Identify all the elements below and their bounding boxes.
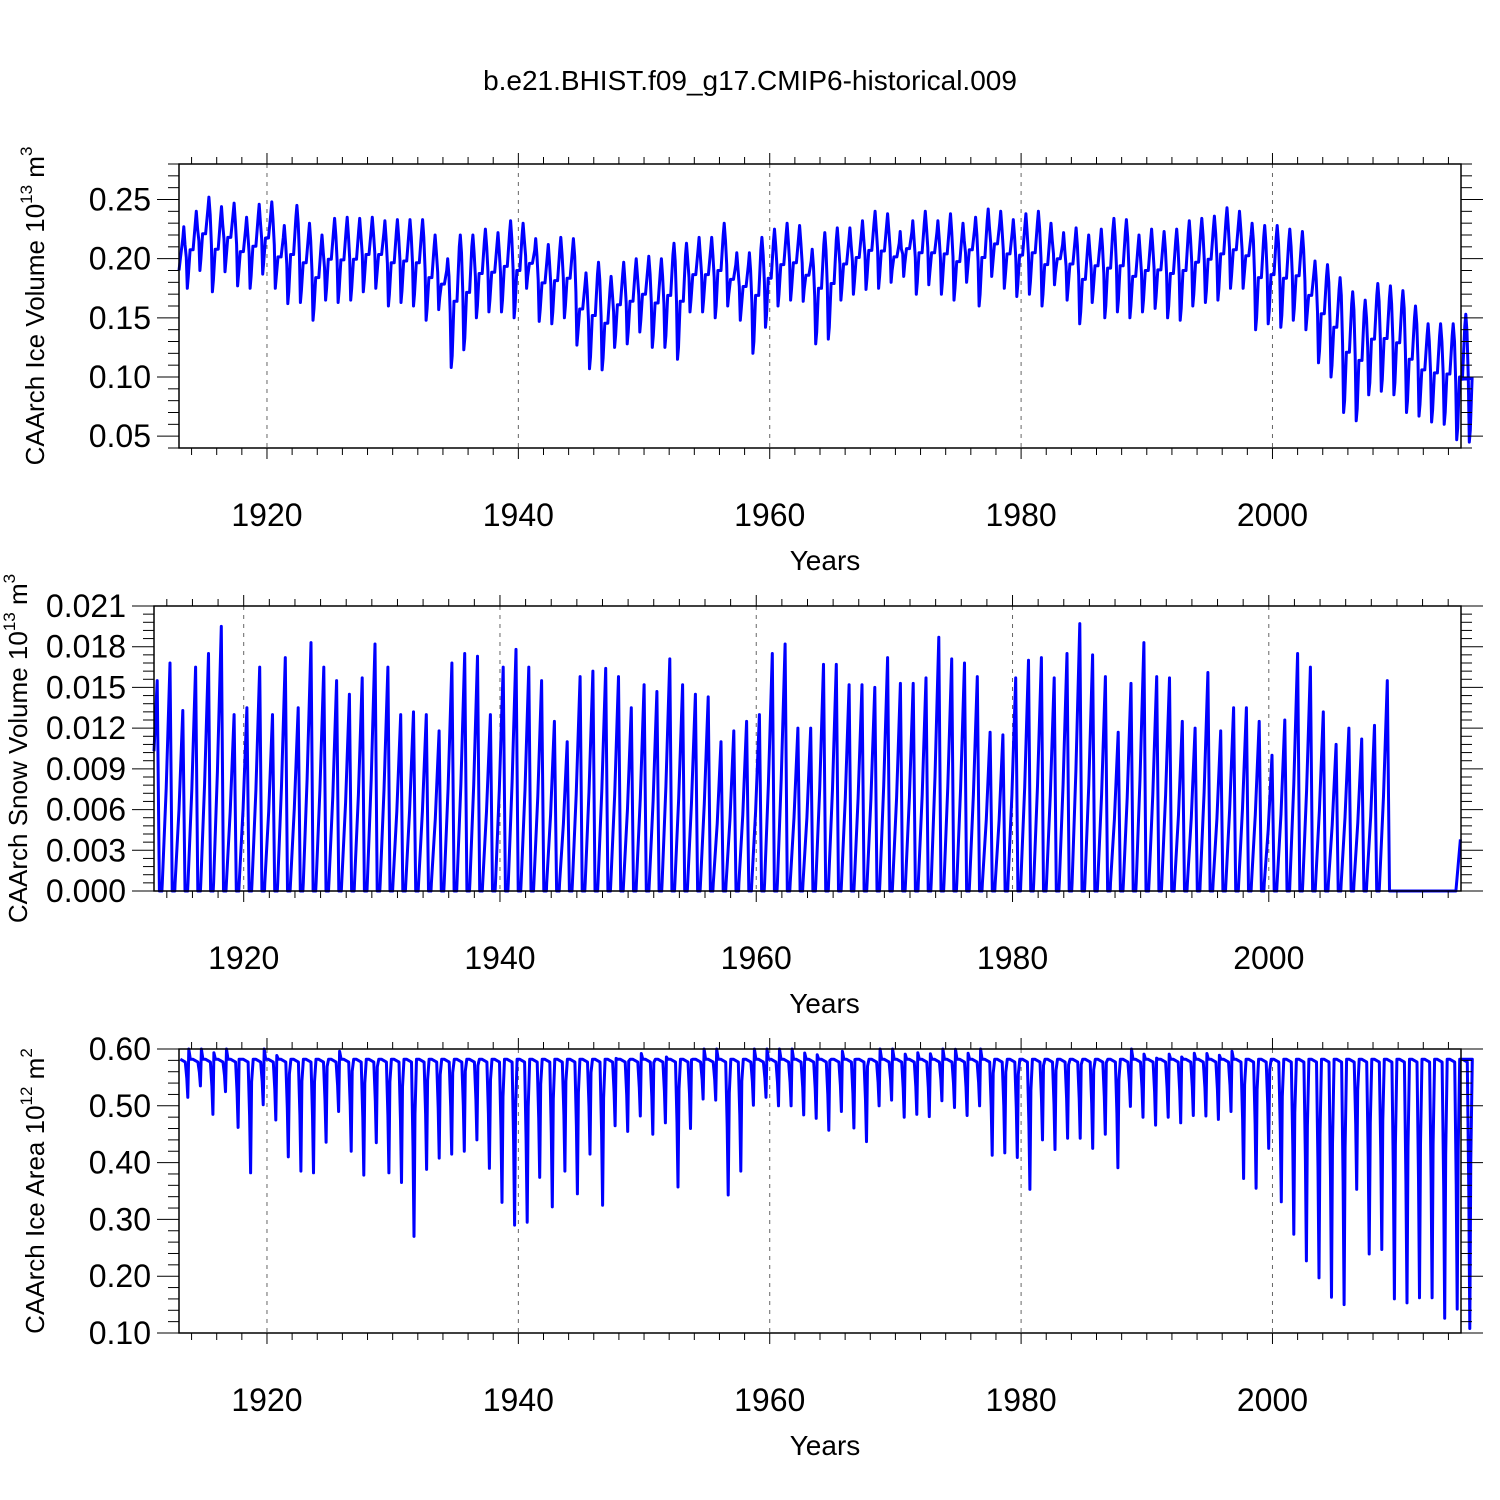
y-axis-label-part: CAArch Snow Volume 10 [3,631,33,923]
y-axis-label-part: 13 [0,612,19,631]
y-tick-label: 0.30 [89,1201,151,1237]
x-tick-label: 1960 [734,497,805,533]
x-tick-label: 1940 [483,1382,554,1418]
y-axis-label-part: 2 [17,1048,36,1057]
x-tick-label: 1980 [986,497,1057,533]
y-tick-label: 0.05 [89,418,151,454]
x-tick-label: 1980 [977,940,1048,976]
y-axis-label-part: m [3,583,33,612]
ice-area-panel: 1920 1940 1960 1980 2000 0.10 0.20 0.30 0.40 0.50… [17,1031,1483,1461]
y-tick-label: 0.10 [89,359,151,395]
y-axis-label: CAArch Snow Volume 1013 m3 [0,574,33,923]
x-tick-label: 2000 [1233,940,1304,976]
y-tick-label: 0.009 [46,751,126,787]
x-tick-label: 2000 [1237,497,1308,533]
x-tick-label: 1920 [231,1382,302,1418]
y-axis-label-part: CAArch Ice Area 10 [20,1105,50,1333]
data-series-line [179,1047,1474,1330]
x-tick-label: 1920 [208,940,279,976]
y-tick-label: 0.015 [46,669,126,705]
x-tick-label: 1980 [986,1382,1057,1418]
y-tick-label: 0.40 [89,1145,151,1181]
data-series-line [177,195,1474,444]
y-tick-label: 0.50 [89,1088,151,1124]
x-tick-label: 1920 [231,497,302,533]
y-tick-label: 0.60 [89,1031,151,1067]
y-axis-label-part: m [20,1058,50,1087]
y-axis-label-part: 3 [0,574,19,583]
y-axis-label: CAArch Ice Area 1012 m2 [17,1048,50,1334]
figure-title: b.e21.BHIST.f09_g17.CMIP6-historical.009 [483,65,1017,96]
y-tick-label: 0.25 [89,182,151,218]
y-tick-label: 0.018 [46,629,126,665]
y-axis-label: CAArch Ice Volume 1013 m3 [17,147,50,466]
y-axis-label-part: 3 [17,147,36,156]
y-tick-label: 0.012 [46,710,126,746]
x-tick-label: 1960 [734,1382,805,1418]
x-tick-label: 1940 [464,940,535,976]
y-tick-label: 0.20 [89,241,151,277]
x-axis-label: Years [790,545,861,576]
snow-volume-panel: 1920 1940 1960 1980 2000 0.000 0.003 0.006 0.009… [0,574,1483,1019]
ice-volume-panel: 1920 1940 1960 1980 2000 0.05 0.10 0.15 0.20 0.25… [17,147,1483,576]
y-axis-label-part: 12 [17,1087,36,1106]
x-axis-label: Years [789,988,860,1019]
y-axis-label-part: CAArch Ice Volume 10 [20,204,50,466]
x-tick-label: 2000 [1237,1382,1308,1418]
y-tick-label: 0.021 [46,588,126,624]
x-tick-label: 1940 [483,497,554,533]
x-tick-label: 1960 [721,940,792,976]
y-tick-label: 0.003 [46,832,126,868]
y-axis-label-part: 13 [17,185,36,204]
y-axis-label-part: m [20,156,50,185]
y-tick-label: 0.000 [46,873,126,909]
y-tick-label: 0.006 [46,792,126,828]
x-axis-label: Years [790,1430,861,1461]
y-tick-label: 0.20 [89,1258,151,1294]
y-tick-label: 0.15 [89,300,151,336]
y-tick-label: 0.10 [89,1315,151,1351]
